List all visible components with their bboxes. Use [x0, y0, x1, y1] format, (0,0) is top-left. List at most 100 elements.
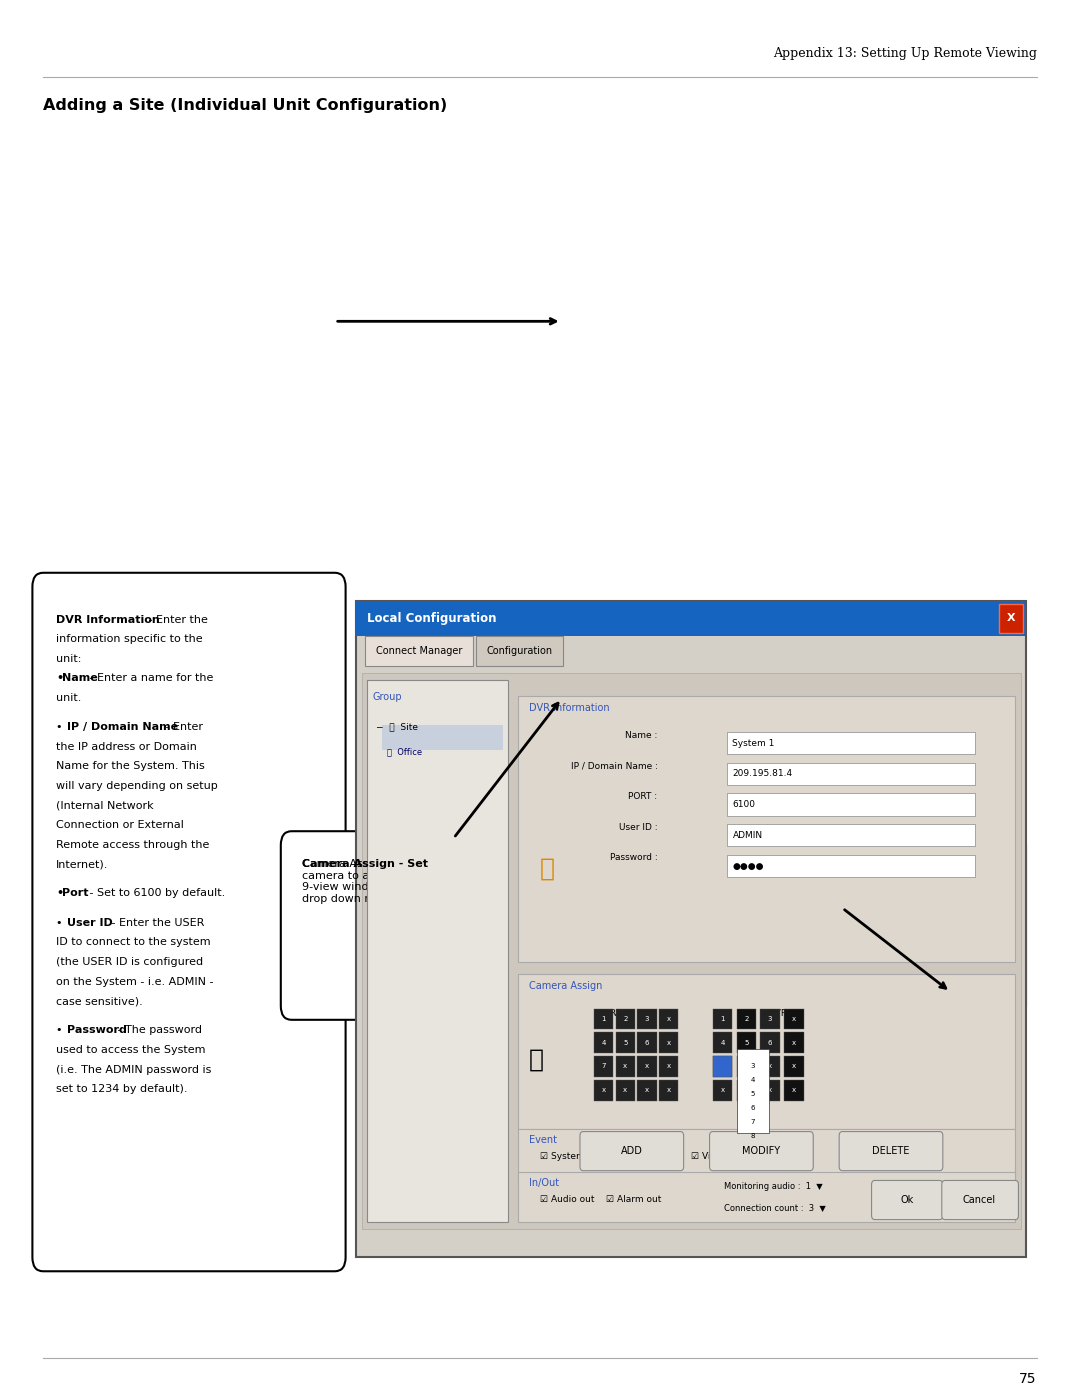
Text: x: x — [623, 1063, 627, 1070]
Text: unit:: unit: — [56, 654, 81, 664]
Text: Event: Event — [529, 1134, 557, 1146]
Text: ADD: ADD — [621, 1146, 643, 1157]
Bar — [594, 1032, 613, 1053]
Bar — [784, 1032, 804, 1053]
Text: 3: 3 — [768, 1016, 772, 1023]
Text: 3: 3 — [645, 1016, 649, 1023]
FancyBboxPatch shape — [476, 636, 563, 666]
Text: Remote access through the: Remote access through the — [56, 840, 210, 849]
Text: •: • — [56, 673, 64, 683]
Text: (the USER ID is configured: (the USER ID is configured — [56, 957, 203, 967]
Bar — [727, 763, 975, 785]
Text: Port: Port — [63, 888, 89, 898]
Bar — [356, 601, 1026, 636]
Text: •: • — [56, 1025, 66, 1035]
Text: DELETE: DELETE — [873, 1146, 909, 1157]
Bar — [727, 855, 975, 877]
Bar — [737, 1009, 756, 1030]
Text: ☑ Audio out    ☑ Alarm out: ☑ Audio out ☑ Alarm out — [540, 1196, 661, 1204]
Text: Local Configuration: Local Configuration — [367, 612, 497, 624]
FancyBboxPatch shape — [32, 573, 346, 1271]
Bar — [616, 1032, 635, 1053]
Text: Ok: Ok — [901, 1194, 914, 1206]
FancyBboxPatch shape — [839, 1132, 943, 1171]
Text: will vary depending on setup: will vary depending on setup — [56, 781, 218, 791]
Text: Cancel: Cancel — [963, 1194, 996, 1206]
Bar — [784, 1056, 804, 1077]
Text: x: x — [792, 1063, 796, 1070]
Text: - Enter the USER: - Enter the USER — [108, 918, 204, 928]
FancyBboxPatch shape — [356, 601, 1026, 1257]
Text: Camera Assign - Set each
camera to a portion of the
9-view window by using the
d: Camera Assign - Set each camera to a por… — [302, 859, 460, 904]
Text: Name :: Name : — [625, 731, 658, 739]
Text: x: x — [623, 1087, 627, 1094]
Text: •: • — [56, 722, 66, 732]
Text: x: x — [645, 1087, 649, 1094]
Text: 1: 1 — [720, 1016, 725, 1023]
Text: 6: 6 — [751, 1105, 755, 1111]
Text: •: • — [56, 888, 64, 898]
Text: used to access the System: used to access the System — [56, 1045, 205, 1055]
FancyBboxPatch shape — [518, 1129, 1015, 1179]
Bar — [713, 1009, 732, 1030]
Text: 3: 3 — [751, 1063, 755, 1069]
Text: x: x — [744, 1087, 748, 1094]
Text: 6100: 6100 — [732, 800, 755, 809]
Bar — [760, 1009, 780, 1030]
Text: - Accepts the
changes and Closes the
configuration Window: - Accepts the changes and Closes the con… — [694, 911, 827, 944]
Text: X: X — [1007, 613, 1015, 623]
Text: ☑ System: ☑ System — [540, 1153, 584, 1161]
Text: 4: 4 — [602, 1039, 606, 1046]
Text: Password :: Password : — [610, 854, 658, 862]
Text: ■cord: ■cord — [756, 1153, 784, 1161]
Text: x: x — [768, 1063, 772, 1070]
Bar — [659, 1009, 678, 1030]
Text: DVR: DVR — [768, 1009, 787, 1017]
Text: (Internal Network: (Internal Network — [56, 800, 153, 810]
Bar — [616, 1080, 635, 1101]
Text: 1: 1 — [602, 1016, 606, 1023]
Bar — [616, 1009, 635, 1030]
Text: DVR Information: DVR Information — [56, 615, 160, 624]
Text: System 1: System 1 — [732, 739, 774, 747]
Text: User ID :: User ID : — [619, 823, 658, 831]
Text: Configuration: Configuration — [486, 645, 553, 657]
Text: x: x — [666, 1087, 671, 1094]
Text: DVR Information: DVR Information — [529, 703, 610, 712]
FancyBboxPatch shape — [942, 1180, 1018, 1220]
FancyBboxPatch shape — [580, 1132, 684, 1171]
FancyBboxPatch shape — [605, 831, 1026, 1020]
Bar — [594, 1080, 613, 1101]
Text: 4: 4 — [751, 1077, 755, 1083]
Text: the IP address or Domain: the IP address or Domain — [56, 742, 197, 752]
Bar — [727, 824, 975, 847]
Bar — [637, 1080, 657, 1101]
Text: - Enter a name for the: - Enter a name for the — [86, 673, 213, 683]
Bar — [594, 1056, 613, 1077]
Bar — [637, 1032, 657, 1053]
Text: Monitoring audio :  1  ▼: Monitoring audio : 1 ▼ — [724, 1182, 822, 1190]
Text: PORT :: PORT : — [629, 792, 658, 800]
Bar — [784, 1080, 804, 1101]
Text: 5: 5 — [751, 1091, 755, 1097]
Text: 7: 7 — [720, 1063, 725, 1070]
Bar — [999, 604, 1023, 633]
Text: x: x — [602, 1087, 606, 1094]
Bar — [713, 1080, 732, 1101]
Text: x: x — [666, 1016, 671, 1023]
Bar — [737, 1032, 756, 1053]
FancyBboxPatch shape — [518, 1172, 1015, 1222]
Text: 💻  Office: 💻 Office — [387, 747, 422, 756]
Text: MODIFY: MODIFY — [742, 1146, 781, 1157]
FancyBboxPatch shape — [518, 696, 1015, 963]
Bar — [637, 1056, 657, 1077]
Text: information specific to the: information specific to the — [56, 634, 203, 644]
Text: x: x — [645, 1063, 649, 1070]
Text: set to 1234 by default).: set to 1234 by default). — [56, 1084, 188, 1094]
Text: Camera Assign: Camera Assign — [529, 981, 603, 990]
Text: 6: 6 — [645, 1039, 649, 1046]
Text: 7: 7 — [751, 1119, 755, 1125]
Text: 209.195.81.4: 209.195.81.4 — [732, 770, 793, 778]
FancyBboxPatch shape — [281, 831, 605, 1020]
Bar — [713, 1032, 732, 1053]
